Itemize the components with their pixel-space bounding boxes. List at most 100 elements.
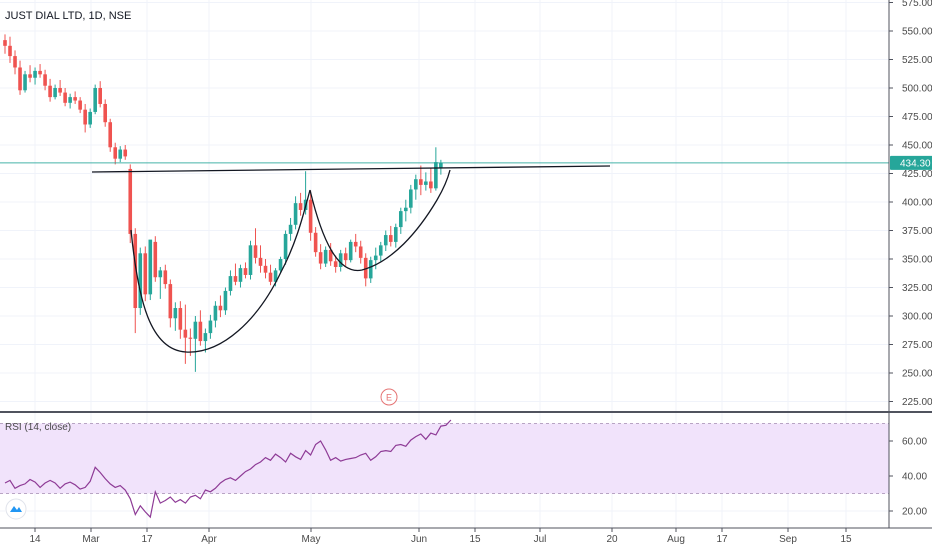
- earnings-marker[interactable]: E: [380, 388, 398, 406]
- time-axis[interactable]: 14 Mar 17 Apr May Jun 15 Jul 20 Aug 17 Sep 15: [0, 527, 932, 545]
- price-axis-tick-label: 350.00: [902, 255, 932, 266]
- tradingview-logo-icon[interactable]: [5, 498, 27, 520]
- candle-body: [128, 168, 133, 234]
- candle-body: [429, 181, 433, 189]
- candle-body: [238, 268, 243, 282]
- candle-body: [153, 241, 158, 278]
- price-axis-tick-label: 425.00: [902, 169, 932, 180]
- neckline-drawing: [91, 165, 611, 173]
- candle-body: [108, 122, 113, 148]
- price-axis[interactable]: 575.00 550.00 525.00 500.00 475.00 450.00 425.…: [889, 0, 932, 408]
- price-axis-tick-label: 325.00: [902, 283, 932, 294]
- candle-body: [93, 88, 97, 112]
- time-axis-tick-label: 20: [606, 534, 618, 545]
- candle-body: [353, 241, 358, 247]
- time-axis-tick-label: Jun: [411, 534, 427, 545]
- candle-body: [283, 233, 288, 259]
- chart-title: JUST DIAL LTD, 1D, NSE: [5, 10, 131, 22]
- current-price-label-text: 434.30: [900, 158, 931, 169]
- candle-body: [83, 109, 87, 125]
- candle-body: [383, 235, 388, 246]
- candle-body: [419, 179, 423, 185]
- candle-body: [98, 88, 102, 104]
- candle-body: [3, 40, 7, 46]
- candle-body: [328, 249, 333, 262]
- candle-body: [18, 67, 22, 91]
- candle-body: [203, 333, 208, 342]
- candle-body: [393, 227, 398, 242]
- candle-body: [313, 232, 318, 253]
- candle-body: [48, 85, 52, 98]
- candle-body: [263, 265, 268, 273]
- time-axis-tick-label: Aug: [667, 534, 685, 545]
- rsi-line: [4, 419, 452, 519]
- candle-body: [373, 255, 378, 261]
- rsi-axis-tick-label: 60.00: [902, 437, 927, 448]
- candle-body: [158, 270, 163, 278]
- rsi-axis-tick-label: 20.00: [902, 507, 927, 518]
- candle-body: [288, 224, 293, 234]
- candle-body: [88, 111, 92, 125]
- price-axis-tick-label: 250.00: [902, 369, 932, 380]
- candle-body: [103, 103, 107, 123]
- candle-body: [188, 337, 193, 339]
- candle-body: [343, 253, 348, 261]
- candle-body: [53, 88, 57, 98]
- candle-body: [78, 100, 82, 110]
- candle-body: [268, 272, 273, 282]
- rsi-axis-tick-label: 40.00: [902, 472, 927, 483]
- candle-body: [434, 162, 438, 189]
- candle-body: [308, 199, 313, 233]
- candle-body: [8, 45, 12, 57]
- candle-body: [388, 235, 393, 242]
- candle-body: [33, 70, 37, 78]
- price-axis-tick-label: 475.00: [902, 112, 932, 123]
- candle-body: [13, 56, 17, 68]
- current-price-label-box: [890, 155, 932, 170]
- candle-body: [113, 147, 118, 159]
- price-axis-tick-label: 575.00: [902, 0, 932, 9]
- candle-body: [68, 97, 72, 103]
- candle-body: [404, 207, 408, 212]
- candle-body: [168, 284, 173, 319]
- candle-body: [183, 329, 188, 338]
- candle-body: [248, 245, 253, 275]
- time-axis-tick-label: 17: [716, 534, 728, 545]
- price-axis-tick-label: 525.00: [902, 55, 932, 66]
- candle-body: [253, 245, 258, 258]
- candle-body: [318, 252, 323, 264]
- cup-arc-drawing: [130, 189, 311, 353]
- time-axis-tick-label: 15: [840, 534, 852, 545]
- price-axis-tick-label: 300.00: [902, 312, 932, 323]
- candle-body: [298, 203, 303, 210]
- time-axis-tick-label: Sep: [779, 534, 797, 545]
- price-axis-tick-label: 450.00: [902, 141, 932, 152]
- price-axis-tick-label: 500.00: [902, 84, 932, 95]
- time-axis-tick-label: 15: [469, 534, 481, 545]
- time-axis-tick-label: May: [302, 534, 321, 545]
- rsi-axis[interactable]: 60.00 40.00 20.00: [889, 437, 927, 518]
- price-axis-tick-label: 375.00: [902, 226, 932, 237]
- time-axis-tick-label: Apr: [201, 534, 217, 545]
- candle-body: [198, 321, 203, 342]
- candle-body: [208, 320, 213, 334]
- price-axis-tick-label: 225.00: [902, 397, 932, 408]
- candle-body: [358, 246, 363, 258]
- candle-body: [138, 253, 143, 309]
- candle-body: [368, 260, 373, 279]
- candle-body: [398, 211, 403, 228]
- candle-body: [439, 162, 443, 168]
- candle-body: [173, 308, 178, 319]
- earnings-icon[interactable]: [380, 388, 398, 406]
- earnings-marker-text: E: [386, 393, 392, 403]
- candles: [3, 34, 443, 372]
- time-axis-tick-label: Mar: [82, 534, 100, 545]
- candle-body: [178, 308, 183, 330]
- time-axis-tick-label: 14: [29, 534, 41, 545]
- candle-body: [333, 261, 338, 267]
- candle-body: [213, 305, 218, 321]
- candle-body: [223, 290, 228, 311]
- price-axis-tick-label: 550.00: [902, 27, 932, 38]
